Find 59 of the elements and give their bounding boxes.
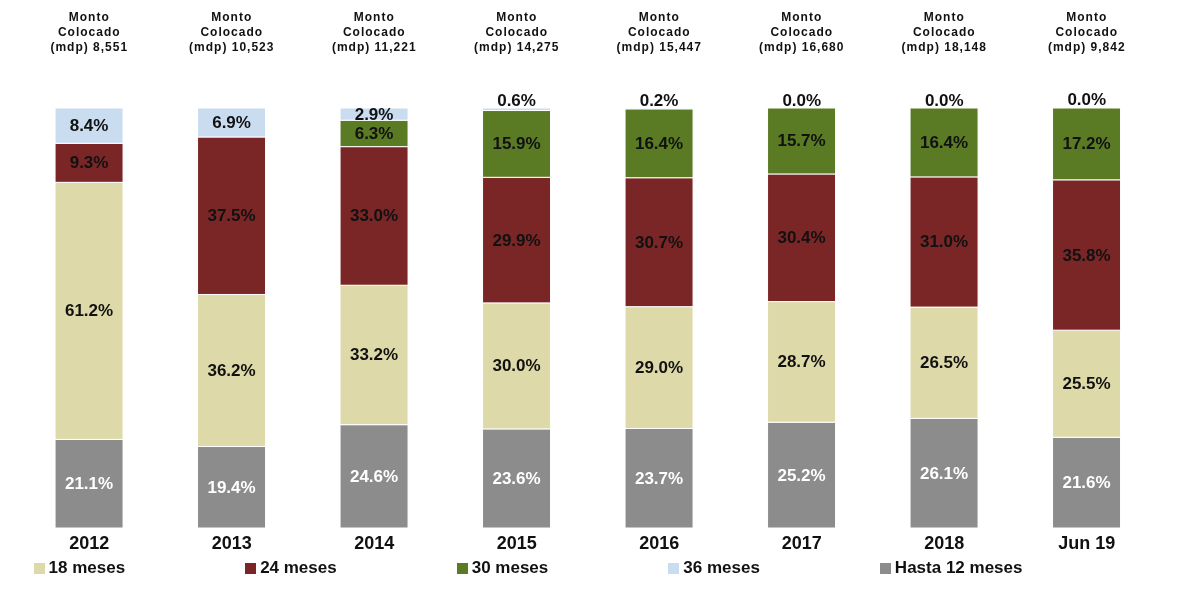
data-label: 0.6% <box>497 90 536 110</box>
data-label: 9.3% <box>69 153 109 173</box>
data-label: 36.2% <box>207 361 256 380</box>
data-label: 26.5% <box>919 353 969 373</box>
data-label: 28.7% <box>777 352 826 372</box>
data-label: 29.9% <box>492 230 541 250</box>
legend-label: 30 meses <box>471 558 549 577</box>
text: Monto Colocado (mdp) 16,680 <box>758 10 846 55</box>
text: Monto Colocado (mdp) 10,523 <box>188 10 276 55</box>
x-tick-label: 2016 <box>639 532 680 553</box>
data-label: 61.2% <box>64 301 114 321</box>
data-label: 30.7% <box>634 232 684 252</box>
data-label: 6.9% <box>212 112 251 132</box>
x-tick-label: 2013 <box>211 532 252 553</box>
data-label: 30.4% <box>777 228 826 248</box>
text: Monto Colocado (mdp) 14,275 <box>473 10 561 55</box>
text: Monto Colocado (mdp) 8,551 <box>49 10 130 55</box>
x-tick-label: 2017 <box>781 532 822 553</box>
data-label: 25.5% <box>1062 374 1111 394</box>
data-label: 35.8% <box>1062 245 1111 265</box>
legend-label: 36 meses <box>683 558 760 577</box>
legend-label: Hasta 12 meses <box>894 558 1023 577</box>
x-tick-label: 2012 <box>69 532 110 553</box>
x-tick-label: 2014 <box>354 532 395 553</box>
data-label: 37.5% <box>207 206 256 226</box>
legend-label: 18 meses <box>48 558 126 577</box>
data-label: 6.3% <box>354 123 394 143</box>
data-label: 25.2% <box>777 465 826 485</box>
data-label: 33.2% <box>349 345 399 365</box>
data-label: 21.1% <box>64 474 114 494</box>
data-label: 30.0% <box>492 356 541 376</box>
text: Monto Colocado (mdp) 18,148 <box>900 10 988 55</box>
data-label: 31.0% <box>919 232 969 252</box>
data-label: 0.0% <box>924 90 964 110</box>
data-label: 2.9% <box>354 104 394 124</box>
data-label: 15.9% <box>492 134 541 154</box>
x-tick-label: Jun 19 <box>1058 532 1116 553</box>
text: Monto Colocado (mdp) 11,221 <box>330 10 418 55</box>
data-label: 33.0% <box>349 206 399 226</box>
data-label: 26.1% <box>919 463 969 483</box>
data-label: 15.7% <box>777 131 826 151</box>
data-label: 17.2% <box>1062 134 1111 154</box>
data-label: 23.6% <box>492 468 541 488</box>
data-label: 8.4% <box>69 116 109 136</box>
text: Monto Colocado (mdp) 15,447 <box>615 10 703 55</box>
text: Monto Colocado (mdp) 9,842 <box>1046 10 1127 55</box>
data-label: 29.0% <box>634 358 684 378</box>
data-label: 19.4% <box>207 477 256 497</box>
data-label: 16.4% <box>919 132 969 152</box>
data-label: 21.6% <box>1062 473 1111 493</box>
data-label: 0.0% <box>1067 90 1107 110</box>
legend-label: 24 meses <box>260 558 337 577</box>
x-tick-label: 2015 <box>496 532 537 553</box>
data-label: 23.7% <box>634 468 684 488</box>
data-label: 16.4% <box>634 133 684 153</box>
data-label: 0.0% <box>782 90 822 110</box>
data-label: 24.6% <box>349 466 399 486</box>
x-tick-label: 2018 <box>924 532 965 553</box>
data-label: 0.2% <box>639 90 679 110</box>
